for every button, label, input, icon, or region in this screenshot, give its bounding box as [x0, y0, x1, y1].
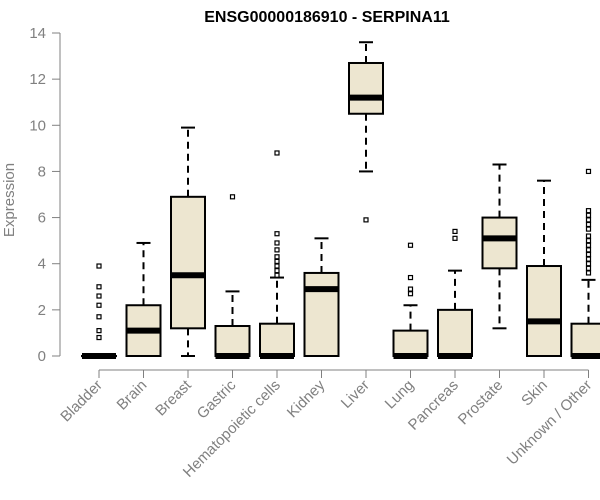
box-iqr [214, 325, 251, 357]
box-iqr [570, 322, 600, 358]
y-tick-label: 6 [38, 210, 46, 227]
box-kidney [303, 237, 340, 358]
box-iqr [526, 265, 562, 357]
y-tick-label: 4 [38, 256, 46, 273]
outlier-point [452, 235, 458, 241]
outlier-point [585, 261, 592, 267]
outlier-point [407, 291, 414, 297]
x-tick-label: Liver [338, 377, 373, 412]
y-tick-label: 14 [29, 25, 46, 42]
outlier-point [585, 238, 592, 244]
outlier-point [363, 217, 369, 223]
box-iqr [303, 271, 340, 358]
y-tick-label: 8 [38, 163, 46, 180]
box-iqr [170, 195, 206, 330]
x-tick-label: Prostate [455, 377, 507, 429]
x-tick-label: Skin [518, 377, 551, 410]
outlier-point [274, 258, 280, 265]
box-iqr [259, 322, 295, 358]
x-tick-label: Kidney [284, 376, 329, 421]
box-lung [392, 242, 429, 359]
x-tick-label: Breast [152, 376, 195, 419]
outlier-point [585, 265, 592, 271]
outlier-point [274, 247, 280, 253]
outlier-point [585, 247, 592, 253]
outlier-point [585, 212, 592, 218]
outlier-point [274, 272, 280, 278]
chart-title: ENSG00000186910 - SERPINA11 [204, 9, 450, 26]
x-tick-label: Bladder [57, 377, 106, 426]
outlier-point [274, 268, 280, 274]
outlier-point [274, 263, 280, 269]
box-pancreas [437, 228, 473, 359]
outlier-point [96, 328, 102, 334]
outlier-point [585, 221, 592, 228]
outlier-point [585, 168, 592, 175]
outlier-point [96, 314, 102, 320]
box-hematopoietic-cells [259, 150, 295, 359]
outlier-point [96, 263, 102, 269]
y-tick-label: 10 [29, 117, 46, 134]
box-liver [348, 41, 384, 223]
x-tick-label: Unknown / Other [504, 377, 596, 469]
box-unknown-other [570, 168, 600, 359]
outlier-point [585, 242, 592, 248]
outlier-point [96, 284, 102, 290]
outlier-point [274, 231, 280, 237]
y-tick-label: 2 [38, 302, 46, 319]
box-prostate [481, 163, 518, 330]
box-bladder [81, 263, 117, 359]
outlier-point [452, 228, 458, 235]
outlier-point [585, 217, 592, 223]
y-axis: 0 2 4 6 8 10 12 14 [29, 25, 61, 365]
box-gastric [214, 194, 251, 359]
x-tick-label: Brain [114, 377, 151, 414]
outlier-point [96, 293, 102, 299]
outlier-point [274, 150, 280, 156]
box-iqr [437, 308, 473, 358]
y-axis-label: Expression [1, 163, 18, 237]
outlier-point [229, 194, 236, 200]
outlier-point [585, 208, 592, 214]
box-brain [125, 241, 162, 357]
outlier-point [585, 251, 592, 258]
box-breast [170, 126, 206, 357]
box-skin [526, 179, 562, 357]
outlier-point [407, 274, 414, 281]
outlier-point [407, 242, 414, 248]
boxes-group [81, 41, 600, 359]
outlier-point [585, 226, 592, 232]
outlier-point [274, 240, 280, 246]
x-tick-label: Lung [382, 377, 418, 413]
outlier-point [274, 254, 280, 260]
y-tick-label: 0 [38, 348, 46, 365]
outlier-point [585, 256, 592, 262]
box-iqr [481, 216, 518, 270]
outlier-point [585, 233, 592, 239]
box-iqr [392, 329, 429, 357]
outlier-point [585, 270, 592, 276]
outlier-point [407, 286, 414, 292]
outlier-point [96, 334, 102, 341]
y-tick-label: 12 [29, 71, 46, 88]
outlier-point [96, 302, 102, 308]
box-iqr [348, 61, 384, 115]
